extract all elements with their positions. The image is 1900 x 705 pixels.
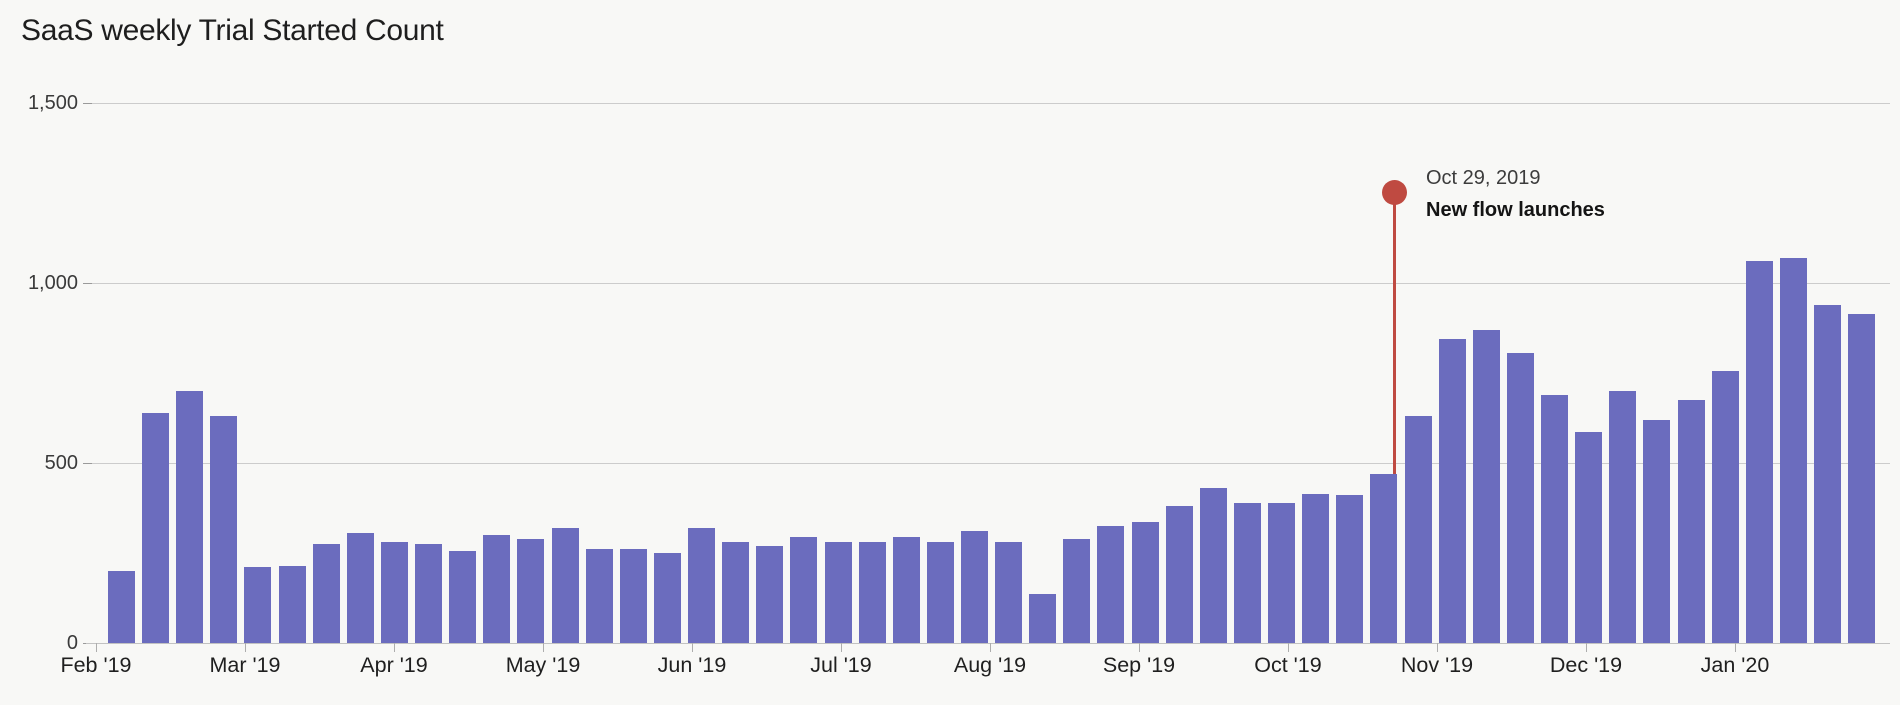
bar-week-10[interactable] (415, 544, 443, 643)
bar-week-34[interactable] (1233, 502, 1261, 643)
x-axis-tick (543, 643, 544, 652)
bar-week-45[interactable] (1609, 391, 1637, 643)
x-axis-label-month: May '19 (505, 653, 581, 677)
bar-week-52[interactable] (1848, 313, 1876, 643)
bar-week-3[interactable] (176, 391, 204, 643)
bar-week-14[interactable] (551, 527, 579, 643)
chart-title: SaaS weekly Trial Started Count (21, 14, 444, 47)
bar-week-26[interactable] (961, 531, 988, 643)
x-axis-label-month: Sep '19 (1102, 653, 1176, 677)
annotation-dot (1381, 179, 1407, 205)
bar-week-25[interactable] (926, 542, 954, 643)
x-axis-tick (1735, 643, 1736, 652)
bar-week-7[interactable] (312, 544, 340, 643)
bar-week-44[interactable] (1575, 432, 1603, 643)
bar-week-51[interactable] (1814, 304, 1841, 643)
x-axis-tick (841, 643, 842, 652)
bar-week-27[interactable] (995, 542, 1023, 643)
x-axis-label-month: Feb '19 (60, 653, 132, 677)
bar-week-19[interactable] (722, 542, 750, 643)
y-axis-label: 1,000 (27, 272, 78, 294)
x-axis-tick (245, 643, 246, 652)
bar-week-24[interactable] (892, 536, 920, 643)
bar-week-38[interactable] (1370, 473, 1398, 643)
annotation-date-label: Oct 29, 2019 (1426, 167, 1541, 189)
bar-week-1[interactable] (108, 571, 135, 643)
bar-week-17[interactable] (653, 553, 681, 643)
x-axis-tick (990, 643, 991, 652)
bar-week-16[interactable] (619, 549, 647, 643)
x-axis-tick (1437, 643, 1438, 652)
bar-week-18[interactable] (688, 527, 716, 643)
bar-week-35[interactable] (1268, 502, 1296, 643)
bar-week-8[interactable] (346, 533, 374, 643)
bar-week-47[interactable] (1677, 400, 1705, 643)
bar-week-48[interactable] (1711, 371, 1739, 643)
bar-week-36[interactable] (1302, 493, 1330, 643)
x-axis-label-month: Mar '19 (209, 653, 281, 677)
bar-week-49[interactable] (1745, 261, 1773, 643)
bar-week-32[interactable] (1165, 506, 1193, 643)
gridline-1,500 (92, 103, 1890, 104)
bar-week-4[interactable] (210, 416, 238, 643)
x-axis-label-month: Dec '19 (1549, 653, 1623, 677)
x-axis-label-month: Jan '20 (1700, 653, 1770, 677)
bar-week-39[interactable] (1404, 416, 1432, 643)
bar-week-31[interactable] (1131, 522, 1159, 643)
x-axis-label-month: Nov '19 (1400, 653, 1474, 677)
bar-week-22[interactable] (824, 542, 852, 643)
bar-week-20[interactable] (756, 545, 784, 643)
y-axis-tick (83, 103, 92, 104)
bar-week-50[interactable] (1779, 257, 1807, 643)
bar-week-41[interactable] (1472, 329, 1500, 643)
y-axis-tick (83, 283, 92, 284)
x-axis-label-month: Aug '19 (953, 653, 1027, 677)
bar-week-6[interactable] (278, 565, 306, 643)
x-axis-label-month: Jun '19 (657, 653, 727, 677)
gridline-500 (92, 463, 1890, 464)
bar-week-21[interactable] (790, 536, 818, 643)
gridline-1,000 (92, 283, 1890, 284)
bar-week-12[interactable] (483, 535, 511, 643)
x-axis-label-month: Jul '19 (810, 653, 872, 677)
bar-week-11[interactable] (449, 551, 477, 643)
bar-week-40[interactable] (1438, 338, 1466, 643)
annotation-line (1392, 192, 1396, 474)
y-axis-label: 500 (44, 452, 78, 474)
y-axis-tick (83, 463, 92, 464)
bar-week-37[interactable] (1336, 495, 1364, 643)
x-axis-tick (394, 643, 395, 652)
x-axis-baseline (86, 643, 1890, 644)
bar-week-43[interactable] (1541, 394, 1569, 643)
x-axis-label-month: Apr '19 (360, 653, 428, 677)
bar-week-9[interactable] (380, 542, 408, 643)
bar-week-30[interactable] (1097, 526, 1125, 643)
bar-week-15[interactable] (585, 549, 613, 643)
annotation-text-label: New flow launches (1426, 199, 1605, 221)
x-axis-label-month: Oct '19 (1254, 653, 1322, 677)
bar-week-42[interactable] (1506, 353, 1534, 643)
x-axis-tick (1288, 643, 1289, 652)
x-axis-tick (692, 643, 693, 652)
bar-week-5[interactable] (244, 567, 272, 643)
bar-week-2[interactable] (142, 412, 170, 643)
bar-week-29[interactable] (1063, 538, 1091, 643)
y-axis-label: 1,500 (27, 92, 78, 114)
bar-week-33[interactable] (1199, 488, 1227, 643)
bar-week-23[interactable] (858, 542, 886, 643)
x-axis-tick (1139, 643, 1140, 652)
bar-week-46[interactable] (1643, 419, 1671, 643)
x-axis-tick (1586, 643, 1587, 652)
x-axis-tick (96, 643, 97, 652)
y-axis-label: 0 (66, 632, 78, 654)
bar-week-13[interactable] (517, 538, 545, 643)
bar-week-28[interactable] (1029, 594, 1057, 643)
